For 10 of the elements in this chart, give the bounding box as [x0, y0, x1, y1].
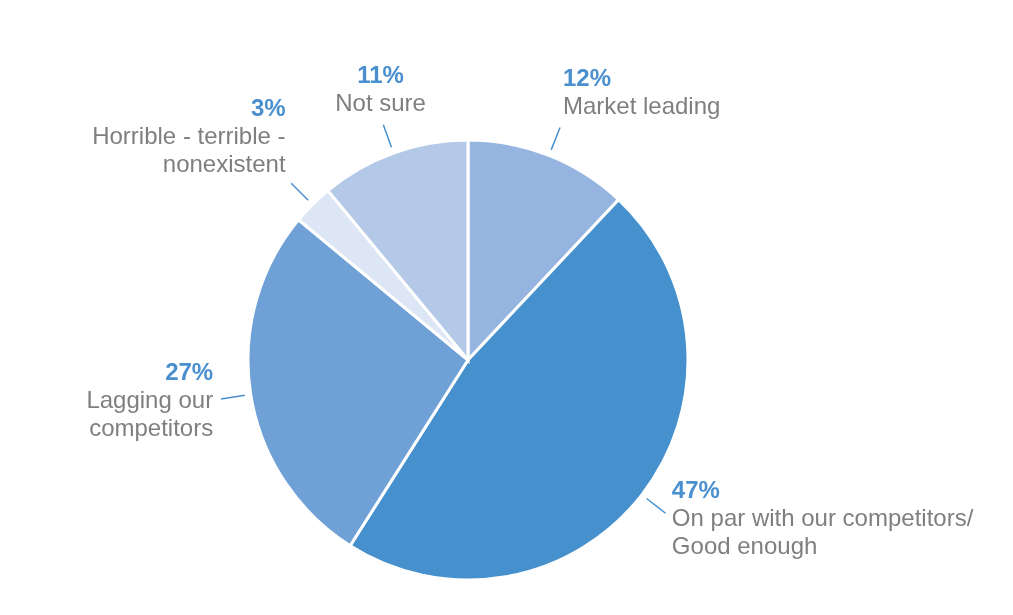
data-label: 12%: [562, 64, 612, 92]
data-label: 47%: [671, 476, 720, 504]
slice-label: Lagging our competitors: [86, 386, 214, 442]
slice-label: Market leading: [562, 92, 721, 120]
slice-label: Horrible - terrible - nonexistent: [92, 121, 286, 177]
data-label: 27%: [165, 358, 214, 386]
slice-label: Not sure: [335, 89, 426, 117]
data-label: 3%: [250, 93, 286, 121]
slice-label: On par with our competitors/ Good enough: [671, 504, 974, 560]
data-label: 11%: [357, 61, 404, 89]
